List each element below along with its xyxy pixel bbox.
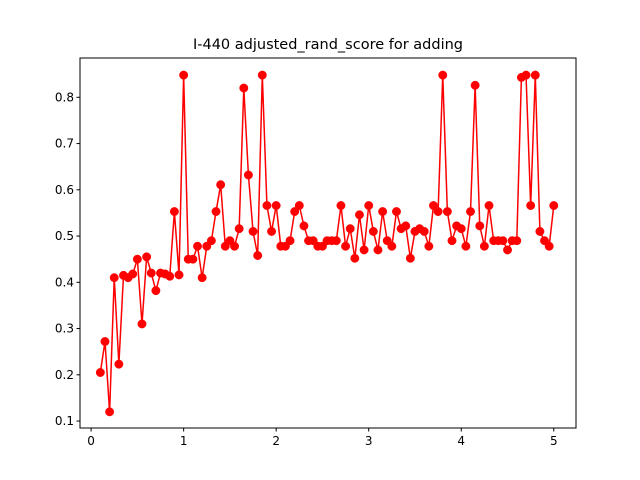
data-point [447,236,457,246]
data-point [95,368,105,377]
data-point [442,207,452,217]
data-point [206,236,216,246]
x-tick-label: 2 [272,434,280,448]
data-point [271,201,281,210]
data-point [331,236,341,246]
data-point [253,251,263,260]
data-point [466,207,475,217]
data-point [419,226,429,236]
y-tick-label: 0.4 [55,275,74,289]
data-point [350,253,360,263]
data-point [165,271,175,281]
series-layer [95,70,559,417]
data-point [392,207,401,217]
data-point [475,221,485,231]
data-point [248,226,258,236]
y-tick-label: 0.5 [55,229,74,243]
x-tick-label: 3 [365,434,373,448]
data-point [193,241,202,251]
data-point [132,254,142,264]
data-point [526,201,536,210]
y-tick-label: 0.3 [55,322,74,336]
data-point [405,253,415,263]
data-point [151,286,161,296]
x-tick-label: 5 [550,434,558,448]
data-point [179,70,189,80]
data-point [290,207,300,217]
data-point [267,226,277,236]
data-point [285,236,295,246]
data-point [109,273,119,283]
data-point [341,241,351,251]
data-point [401,221,411,231]
data-point [387,241,397,251]
x-tick-label: 1 [180,434,188,448]
data-point [503,245,512,255]
data-point [479,241,489,251]
chart-title: I-440 adjusted_rand_score for adding [193,37,463,53]
data-point [257,70,267,80]
data-point [530,70,540,80]
data-point [174,270,184,280]
y-tick-label: 0.7 [55,137,74,151]
x-tick-label: 4 [457,434,465,448]
data-point [105,407,115,417]
data-point [484,201,494,210]
data-point [429,201,438,210]
y-tick-label: 0.6 [55,183,74,197]
plot-area-frame [79,57,577,429]
data-point [234,224,244,234]
data-point [549,201,559,210]
data-point [498,236,508,246]
data-point [364,201,374,210]
data-point [433,207,443,217]
data-point [438,70,448,80]
data-point [470,80,480,90]
data-point [146,268,156,278]
data-point [359,245,369,255]
data-point [230,241,239,251]
x-tick-label: 0 [87,434,95,448]
data-point [373,245,383,255]
data-point [114,359,124,369]
data-point [424,241,434,251]
data-point [456,224,466,234]
data-point [299,221,309,231]
data-point [216,180,226,190]
data-point [345,224,355,234]
data-point [368,226,378,236]
y-tick-label: 0.2 [55,368,74,382]
data-point [535,226,545,236]
y-tick-label: 0.8 [55,90,74,104]
data-point [262,201,272,210]
axis-ticks: 0 1 2 3 4 5 0.1 0.2 0.3 0.4 0.5 0.6 0.7 0.8 [55,90,558,448]
data-point [512,236,522,246]
data-point [169,207,179,217]
y-tick-label: 0.1 [55,414,74,428]
data-point [128,269,138,279]
data-point [142,252,152,262]
data-point [188,254,198,264]
data-point [137,319,147,329]
data-point [355,210,364,220]
data-point [211,207,221,217]
data-point [521,70,531,80]
data-point [100,337,110,346]
data-point [239,83,249,93]
data-point [336,201,346,210]
data-point [243,170,253,180]
data-point [461,241,471,251]
data-point [544,241,554,251]
data-point [294,201,304,210]
data-point [378,207,388,217]
data-point [197,273,207,283]
